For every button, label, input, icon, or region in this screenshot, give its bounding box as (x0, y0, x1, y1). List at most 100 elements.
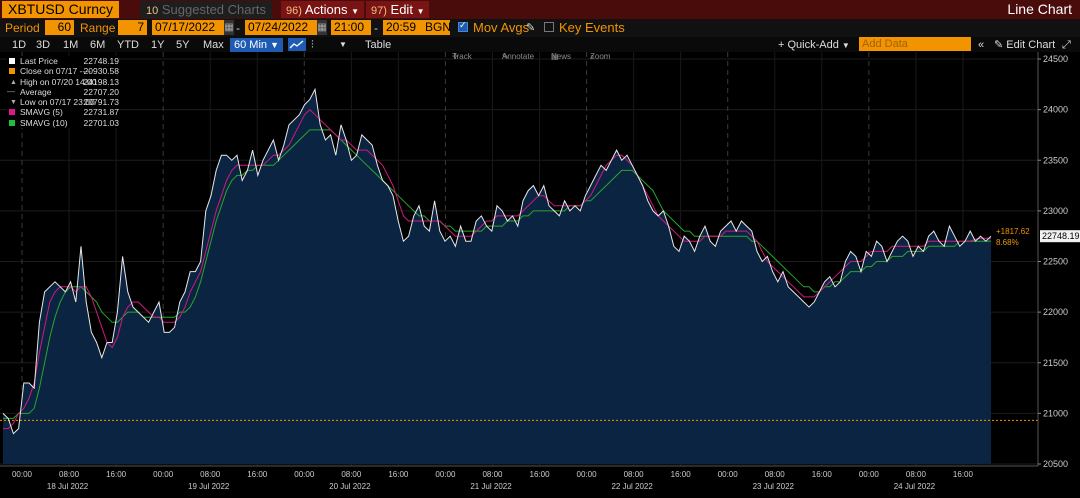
calendar-icon[interactable]: ▦ (224, 20, 234, 35)
range-field[interactable]: 7 (118, 20, 147, 35)
x-tick-label: 00:00 (577, 470, 598, 479)
pencil-icon[interactable]: ✎ (526, 22, 536, 34)
edit-label: Edit (390, 2, 413, 17)
dropdown-arrow-icon: ▼ (416, 7, 425, 16)
chart-type-dropdown-icon[interactable]: ▼ (339, 40, 347, 49)
x-tick-label: 08:00 (906, 470, 927, 479)
edit-chart-label: Edit Chart (1006, 39, 1056, 51)
period-1y-button[interactable]: 1Y (151, 39, 165, 51)
quick-add-button[interactable]: + Quick-Add ▼ (778, 38, 850, 53)
period-ytd-button[interactable]: YTD (117, 39, 139, 51)
edit-number: 97) (371, 5, 387, 17)
legend-value: 20930.58 (83, 66, 119, 77)
high-arrow-icon: ▲ (10, 78, 17, 86)
line-chart-icon[interactable] (288, 38, 306, 51)
y-tick-label: 24000 (1043, 105, 1068, 115)
mov-avgs-label: Mov Avgs (473, 20, 530, 35)
price-area (3, 89, 991, 465)
x-tick-label: 08:00 (482, 470, 503, 479)
suggested-charts-number: 10 (146, 5, 159, 17)
swatch-icon (9, 119, 15, 126)
annotate-icon: ✎ (502, 52, 509, 61)
y-tick-label: 23000 (1043, 206, 1068, 216)
legend-value: 22731.87 (83, 107, 119, 118)
view-title: Line Chart (1007, 1, 1072, 17)
x-tick-label: 08:00 (200, 470, 221, 479)
edit-chart-button[interactable]: ✎ Edit Chart (994, 38, 1055, 52)
period-field[interactable]: 60 (45, 20, 74, 35)
legend-name: Average (20, 86, 52, 97)
legend-name: Last Price (20, 56, 58, 66)
last-price-badge (1040, 230, 1080, 243)
period-6m-button[interactable]: 6M (90, 39, 106, 51)
x-tick-label: 08:00 (765, 470, 786, 479)
actions-menu-button[interactable]: 96) Actions ▼ (281, 1, 364, 18)
x-tick-label: 16:00 (671, 470, 692, 479)
add-data-input[interactable]: Add Data (859, 37, 971, 51)
x-tick-label: 00:00 (859, 470, 880, 479)
end-date-field[interactable]: 07/24/2022 (245, 20, 317, 35)
line-chart-icon-glyph (289, 40, 304, 49)
expand-icon[interactable]: ⤢ (1062, 39, 1071, 51)
suggested-charts-button[interactable]: 10 Suggested Charts (140, 1, 272, 18)
x-day-label: 21 Jul 2022 (470, 482, 512, 491)
end-time-field[interactable]: 20:59 (383, 20, 423, 35)
x-tick-label: 08:00 (624, 470, 645, 479)
interval-selector[interactable]: 60 Min ▼ (230, 38, 284, 52)
x-day-label: 19 Jul 2022 (188, 482, 230, 491)
track-label: Track (452, 52, 472, 61)
calendar-icon[interactable]: ▦ (317, 20, 327, 35)
swatch-icon (9, 109, 15, 116)
period-1m-button[interactable]: 1M (63, 39, 79, 51)
edit-menu-button[interactable]: 97) Edit ▼ (366, 1, 430, 18)
x-tick-label: 00:00 (12, 470, 33, 479)
start-time-field[interactable]: 21:00 (331, 20, 371, 35)
x-tick-label: 00:00 (435, 470, 456, 479)
change-percent: 8.68% (996, 238, 1019, 247)
suggested-charts-label: Suggested Charts (161, 2, 266, 17)
bar-chart-icon[interactable]: ⫶ (311, 39, 314, 51)
timezone-field[interactable]: BGN (422, 20, 451, 35)
period-1d-button[interactable]: 1D (12, 39, 27, 51)
low-arrow-icon: ▼ (10, 99, 17, 107)
legend-row: SMAVG (10) 22701.03 (7, 118, 119, 128)
last-price-line (2, 87, 992, 435)
x-tick-label: 08:00 (59, 470, 80, 479)
smavg-5-line (3, 108, 992, 430)
period-label: Period (5, 21, 40, 35)
table-button[interactable]: Table (365, 39, 392, 51)
y-tick-label: 24500 (1043, 54, 1068, 64)
period-3d-button[interactable]: 3D (36, 39, 51, 51)
key-events-checkbox[interactable] (544, 22, 554, 32)
legend-row: ▲ High on 07/20 14:00 24198.13 (7, 77, 119, 87)
period-max-button[interactable]: Max (203, 39, 224, 51)
x-tick-label: 16:00 (530, 470, 551, 479)
legend-value: 22701.03 (83, 117, 119, 128)
average-line-icon: — (7, 86, 15, 96)
start-date-field[interactable]: 07/17/2022 (152, 20, 224, 35)
x-tick-label: 16:00 (388, 470, 409, 479)
crosshair-icon: ✛ (452, 52, 459, 61)
annotate-label: Annotate (502, 52, 535, 61)
date-separator: - (236, 21, 240, 35)
zoom-label: Zoom (590, 52, 611, 61)
x-tick-label: 16:00 (953, 470, 974, 479)
mov-avgs-checkbox[interactable]: ✓ (458, 20, 468, 32)
legend-value: 22748.19 (83, 56, 119, 66)
ticker-field[interactable]: XBTUSD Curncy (2, 1, 120, 18)
change-value: +1817.62 (996, 227, 1030, 236)
x-tick-label: 16:00 (812, 470, 833, 479)
period-5y-button[interactable]: 5Y (176, 39, 190, 51)
swatch-icon (9, 68, 15, 75)
collapse-icon[interactable]: « (978, 39, 985, 51)
legend-value: 24198.13 (83, 76, 119, 87)
dropdown-arrow-icon: ▼ (351, 7, 359, 16)
legend-name: Low on 07/17 23:00 (20, 97, 95, 108)
x-day-label: 22 Jul 2022 (611, 482, 653, 491)
price-chart[interactable]: 20500 21000 21500 22000 22500 23000 23500 24000… (0, 52, 1080, 498)
news-icon: ▤ (551, 52, 559, 61)
legend-name: Close on 07/17 ---- (20, 66, 91, 77)
legend-value: 22707.20 (83, 86, 119, 97)
x-tick-label: 00:00 (153, 470, 174, 479)
y-tick-label: 23500 (1043, 155, 1068, 165)
